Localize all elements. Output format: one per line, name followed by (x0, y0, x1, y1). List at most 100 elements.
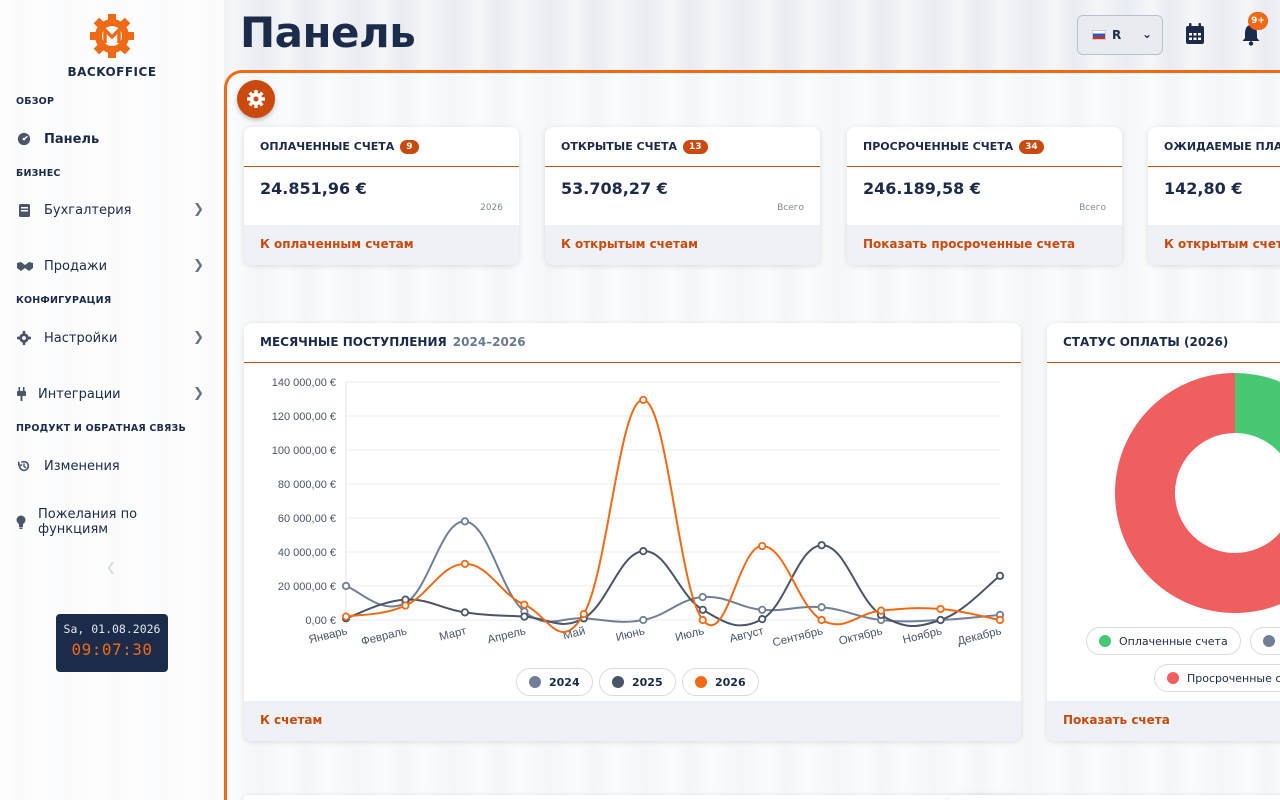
sidebar-item-sales[interactable]: Продажи ❯ (16, 254, 208, 278)
chevron-right-icon: ❯ (193, 386, 204, 401)
data-point-2026 (520, 600, 529, 609)
data-point-2024 (758, 605, 767, 614)
card-value: 246.189,58 € (863, 179, 981, 198)
legend-dot (1263, 635, 1275, 647)
collapse-sidebar-icon[interactable]: ❮ (106, 560, 117, 574)
pie-slice[interactable] (1235, 373, 1280, 478)
data-point-2024 (698, 592, 707, 602)
section-overview: ОБЗОР (16, 96, 55, 107)
history-icon (16, 458, 32, 474)
to-invoices-link[interactable]: К счетам (244, 701, 1021, 741)
card-title: ОЖИДАЕМЫЕ ПЛАТЕЖ (1164, 140, 1280, 153)
sidebar-item-label: Интеграции (38, 386, 121, 402)
card-value: 53.708,27 € (561, 179, 668, 198)
card-link[interactable]: К открытым счетам (545, 225, 820, 265)
stat-card-open: ОТКРЫТЫЕ СЧЕТА 13 53.708,27 € Всего К отк… (545, 127, 820, 265)
language-select[interactable]: R ⌄ (1077, 15, 1163, 55)
x-tick-label: Декабрь (956, 625, 1002, 647)
data-point-2026 (639, 395, 648, 404)
sidebar: BACKOFFICE ОБЗОР Панель БИЗНЕС Бухгалтер… (0, 0, 224, 800)
data-point-2024 (817, 603, 826, 612)
data-point-2026 (460, 559, 470, 568)
sidebar-item-label: Настройки (44, 330, 118, 346)
x-tick-label: Апрель (486, 625, 527, 646)
section-business: БИЗНЕС (16, 168, 61, 179)
x-tick-label: Август (728, 625, 765, 645)
data-point-2024 (341, 581, 351, 591)
legend-label: Просроченные с (1187, 671, 1280, 685)
legend-label: Оплаченные счета (1119, 634, 1228, 648)
page-title: Панель (240, 8, 416, 57)
y-tick-label: 40 000,00 € (278, 547, 336, 559)
sidebar-item-integrations[interactable]: Интеграции ❯ (16, 382, 208, 406)
notification-badge: 9+ (1248, 12, 1268, 30)
card-link[interactable]: К открытым счетам (1148, 225, 1280, 265)
y-tick-label: 100 000,00 € (272, 445, 336, 457)
show-invoices-link[interactable]: Показать счета (1047, 701, 1280, 741)
card-title: ПРОСРОЧЕННЫЕ СЧЕТА (863, 140, 1014, 153)
gear-icon (16, 330, 32, 346)
x-tick-label: Январь (308, 625, 349, 646)
stat-card-expected: ОЖИДАЕМЫЕ ПЛАТЕЖ 142,80 € К открытым сче… (1148, 127, 1280, 265)
chevron-right-icon: ❯ (193, 202, 204, 217)
y-tick-label: 120 000,00 € (272, 411, 336, 423)
settings-fab-button[interactable] (237, 80, 275, 118)
data-point-2025 (460, 608, 470, 617)
data-point-2024 (639, 615, 648, 625)
data-point-2026 (401, 601, 410, 610)
sidebar-item-changelog[interactable]: Изменения (16, 454, 208, 478)
monthly-revenue-panel: МЕСЯЧНЫЕ ПОСТУПЛЕНИЯ 2024–2026 140 000,00… (244, 323, 1021, 741)
panel-title: СТАТУС ОПЛАТЫ (2026) (1063, 335, 1229, 349)
data-point-2025 (698, 605, 707, 614)
section-configuration: КОНФИГУРАЦИЯ (16, 295, 112, 306)
legend-label: 2025 (632, 675, 663, 689)
card-link[interactable]: Показать просроченные счета (847, 225, 1122, 265)
y-tick-label: 60 000,00 € (278, 513, 336, 525)
sidebar-item-label: Бухгалтерия (44, 202, 132, 218)
count-badge: 9 (400, 139, 419, 154)
pie-slice[interactable] (1115, 373, 1280, 613)
legend-2026[interactable]: 2026 (682, 668, 759, 696)
legend-2025[interactable]: 2025 (599, 668, 676, 696)
calendar-icon[interactable] (1184, 22, 1206, 46)
x-tick-label: Март (438, 625, 468, 643)
logo-icon[interactable] (88, 12, 136, 60)
payment-status-panel: СТАТУС ОПЛАТЫ (2026) Оплаченные счета Пр… (1047, 323, 1280, 741)
x-tick-label: Ноябрь (902, 625, 944, 646)
data-point-2026 (936, 604, 945, 614)
logo-text: BACKOFFICE (67, 65, 157, 79)
plug-icon (16, 386, 26, 402)
sidebar-item-dashboard[interactable]: Панель (16, 127, 208, 151)
clock-widget: Sa, 01.08.2026 09:07:30 (56, 614, 168, 672)
card-title: ОПЛАЧЕННЫЕ СЧЕТА (260, 140, 395, 153)
data-point-2026 (817, 615, 826, 625)
x-tick-label: Июль (674, 625, 705, 644)
legend-overdue-invoices[interactable]: Просроченные с (1154, 664, 1280, 692)
legend-dot (1099, 635, 1111, 647)
legend-label: 2024 (549, 675, 580, 689)
y-tick-label: 140 000,00 € (272, 377, 336, 389)
legend-label: 2026 (715, 675, 746, 689)
series-line-2026 (345, 398, 1001, 633)
count-badge: 13 (683, 139, 708, 154)
clock-date: Sa, 01.08.2026 (63, 622, 161, 636)
legend-2024[interactable]: 2024 (516, 668, 593, 696)
x-tick-label: Февраль (360, 625, 408, 648)
legend-paid-invoices[interactable]: Оплаченные счета (1086, 627, 1241, 655)
legend-other[interactable] (1250, 627, 1280, 655)
sidebar-item-accounting[interactable]: Бухгалтерия ❯ (16, 198, 208, 222)
sidebar-item-label: Изменения (44, 458, 120, 474)
pie-chart (1115, 373, 1280, 613)
y-tick-label: 0,00 € (305, 615, 336, 627)
lightbulb-icon (16, 514, 26, 530)
card-link[interactable]: К оплаченным счетам (244, 225, 519, 265)
chevron-right-icon: ❯ (193, 330, 204, 345)
panel-title: МЕСЯЧНЫЕ ПОСТУПЛЕНИЯ (260, 335, 447, 349)
line-chart: 140 000,00 € 120 000,00 € 100 000,00 € 80 0… (272, 377, 1005, 649)
card-title: ОТКРЫТЫЕ СЧЕТА (561, 140, 678, 153)
sidebar-item-feature-requests[interactable]: Пожелания по функциям (16, 507, 208, 537)
legend-dot (1167, 672, 1179, 684)
chevron-right-icon: ❯ (193, 258, 204, 273)
dashboard-icon (16, 131, 32, 147)
sidebar-item-settings[interactable]: Настройки ❯ (16, 326, 208, 350)
